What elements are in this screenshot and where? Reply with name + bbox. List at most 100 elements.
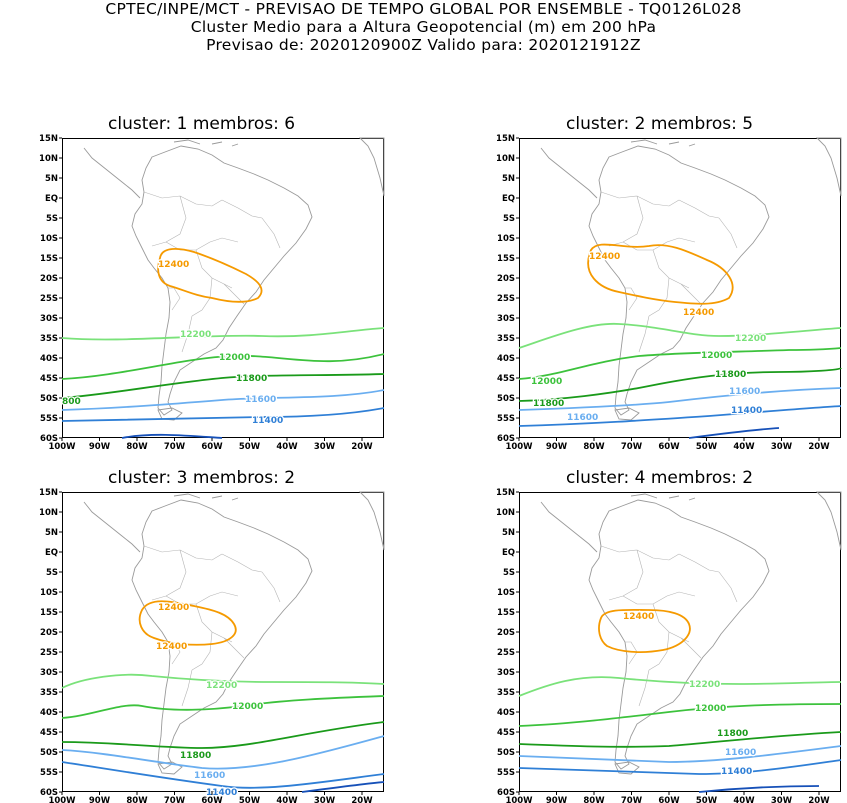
panel-1-title: cluster: 1 membros: 6	[108, 114, 296, 134]
contour-line-11800	[61, 721, 385, 749]
lat-tick-label: 45S	[40, 728, 58, 738]
contour-label-12200: 12200	[735, 334, 766, 344]
south-america-outline	[588, 145, 770, 416]
lat-tick-label: 45S	[40, 374, 58, 384]
africa-outline	[358, 491, 385, 551]
lat-tick-label: 10S	[40, 588, 58, 598]
panel-2-title: cluster: 2 membros: 5	[566, 114, 754, 134]
contour-label-11600: 11600	[567, 413, 598, 423]
country-border	[261, 217, 281, 249]
lat-tick-label: 30S	[497, 668, 515, 678]
contour-line-12000	[518, 703, 842, 727]
contour-label-12400: 12400	[589, 252, 620, 262]
contour-label-12400: 12400	[158, 260, 189, 270]
contour-label-11400: 11400	[731, 406, 762, 416]
country-border	[261, 571, 281, 603]
country-border	[143, 545, 223, 561]
lon-tick-label: 90W	[89, 442, 111, 452]
lat-tick-label: 40S	[40, 354, 58, 364]
contour-line-11800	[518, 367, 842, 402]
lon-tick-label: 70W	[621, 796, 643, 803]
south-america-outline	[131, 499, 313, 770]
lat-tick-label: 50S	[40, 394, 58, 404]
country-border	[648, 277, 670, 317]
lat-tick-label: 25S	[40, 294, 58, 304]
lat-tick-label: 15S	[40, 254, 58, 264]
map-frame	[62, 138, 384, 438]
contour-label-12200: 12200	[689, 680, 720, 690]
contour-label-12000: 12000	[531, 377, 562, 387]
lat-tick-label: 60S	[40, 434, 58, 444]
lat-tick-label: 35S	[40, 334, 58, 344]
country-border	[151, 195, 187, 247]
lon-tick-label: 20W	[351, 442, 373, 452]
lon-tick-label: 50W	[696, 442, 718, 452]
lat-tick-label: 20S	[497, 628, 515, 638]
lon-tick-label: 40W	[276, 442, 298, 452]
lon-tick-label: 80W	[126, 796, 148, 803]
lon-tick-label: 30W	[314, 442, 336, 452]
country-border	[181, 669, 193, 707]
contour-line-11600	[61, 389, 385, 411]
lat-tick-label: 35S	[497, 334, 515, 344]
lon-tick-label: 90W	[546, 796, 568, 803]
contour-label-12400: 12400	[683, 308, 714, 318]
lat-tick-label: 5N	[502, 528, 515, 538]
caribbean-island	[688, 143, 696, 147]
country-border	[143, 191, 223, 207]
lat-tick-label: 15S	[40, 608, 58, 618]
contour-line-12200	[61, 673, 385, 689]
south-america-outline	[131, 145, 313, 416]
contour-line-12400	[598, 608, 691, 653]
caribbean-island	[668, 495, 680, 499]
country-border	[223, 637, 245, 659]
lat-tick-label: 55S	[40, 768, 58, 778]
lat-tick-label: 55S	[497, 414, 515, 424]
coastline	[540, 137, 842, 421]
contour-label-12400: 12400	[156, 642, 187, 652]
lon-tick-label: 90W	[89, 796, 111, 803]
lon-tick-label: 70W	[621, 442, 643, 452]
lat-tick-label: 60S	[497, 788, 515, 798]
caribbean-island	[173, 493, 201, 499]
lat-tick-label: 35S	[40, 688, 58, 698]
contour-line-11600	[61, 735, 385, 770]
lon-tick-label: 100W	[505, 796, 533, 803]
lat-tick-label: 30S	[497, 314, 515, 324]
country-border	[625, 287, 638, 311]
contour-line-11600	[518, 745, 842, 763]
contour-label-11800: 11800	[180, 751, 211, 761]
lat-tick-label: 10S	[497, 588, 515, 598]
lon-tick-label: 20W	[351, 796, 373, 803]
lat-tick-label: 50S	[497, 394, 515, 404]
country-borders	[600, 545, 738, 707]
contour-label-11800: 11800	[236, 374, 267, 384]
caribbean-island	[231, 497, 239, 501]
country-border	[678, 199, 720, 219]
lat-tick-label: 50S	[40, 748, 58, 758]
map-frame	[519, 138, 841, 438]
lat-tick-label: 55S	[497, 768, 515, 778]
lat-tick-label: 15S	[497, 254, 515, 264]
central-america-outline	[540, 147, 598, 199]
country-border	[622, 591, 696, 605]
lat-tick-label: 55S	[40, 414, 58, 424]
coastline	[540, 491, 842, 775]
lat-tick-label: 5N	[502, 174, 515, 184]
header-title: CPTEC/INPE/MCT - PREVISAO DE TEMPO GLOBA…	[105, 0, 742, 18]
contour-line-12000	[61, 353, 385, 380]
tierra-del-fuego	[157, 407, 183, 421]
lat-tick-label: 10N	[39, 154, 58, 164]
contour-line-12000	[518, 347, 842, 380]
lat-tick-label: 10N	[39, 508, 58, 518]
country-border	[680, 637, 702, 659]
contour-line-12400	[157, 248, 263, 303]
panel-3-map: 12400 12400 12200 12000 11800 11600 11400 15N 10…	[39, 488, 385, 803]
lon-tick-label: 20W	[808, 442, 830, 452]
country-border	[718, 571, 738, 603]
lat-tick-label: 10S	[497, 234, 515, 244]
lon-tick-label: 50W	[239, 442, 261, 452]
contour-label-12000: 12000	[232, 702, 263, 712]
lat-tick-label: 5S	[503, 214, 515, 224]
lat-tick-label: EQ	[45, 548, 58, 558]
